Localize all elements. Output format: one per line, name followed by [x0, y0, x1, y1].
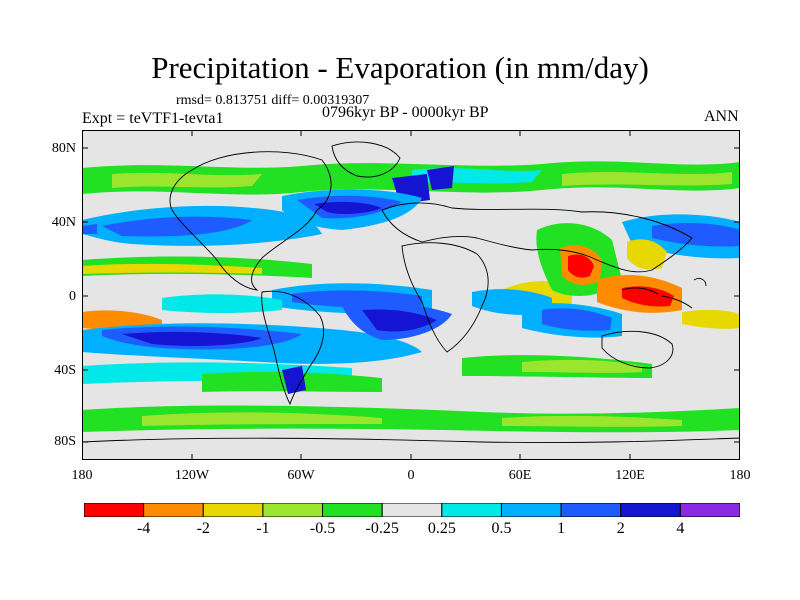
colorbar-label: -0.5: [309, 520, 336, 537]
lat-tick-label: 40N: [51, 215, 76, 230]
lon-tick-label: 120W: [174, 468, 210, 483]
lon-tick-label: 60E: [508, 468, 532, 483]
period-label: 0796kyr BP - 0000kyr BP: [322, 104, 489, 121]
colorbar-label: -4: [136, 520, 151, 537]
experiment-label: Expt = teVTF1-tevta1: [82, 110, 224, 127]
colorbar-swatch: [620, 503, 681, 517]
statistics-label: rmsd= 0.813751 diff= 0.00319307: [176, 93, 370, 108]
colorbar-label: 1: [557, 520, 566, 537]
colorbar-label: 0.25: [427, 520, 456, 537]
colorbar-swatch: [679, 503, 740, 517]
lat-tick-label: 40S: [54, 363, 76, 378]
lat-tick-label: 0: [69, 289, 76, 304]
lon-tick-label: 60W: [287, 468, 315, 483]
colorbar-label: -2: [196, 520, 210, 537]
lon-tick-label: 120E: [615, 468, 645, 483]
colorbar-label: 0.5: [491, 520, 512, 537]
lat-tick-label: 80S: [54, 434, 76, 449]
precipitation-evaporation-map: [82, 130, 740, 460]
colorbar-swatch: [84, 503, 145, 517]
lat-tick-label: 80N: [51, 141, 76, 156]
lon-tick-label: 180: [71, 468, 93, 483]
colorbar-swatch: [560, 503, 622, 517]
colorbar-swatch: [441, 503, 502, 517]
lon-tick-label: 180: [729, 468, 751, 483]
colorbar-label: 4: [676, 520, 685, 537]
colorbar-swatch: [262, 503, 324, 517]
season-label: ANN: [704, 108, 739, 125]
colorbar-swatch: [500, 503, 562, 517]
colorbar-label: 2: [616, 520, 625, 537]
colorbar-label: -0.25: [365, 520, 399, 537]
colorbar-swatch: [381, 503, 443, 517]
colorbar-swatch: [143, 503, 204, 517]
colorbar-label: -1: [256, 520, 270, 537]
colorbar: [84, 503, 740, 517]
colorbar-swatch: [322, 503, 383, 517]
chart-title: Precipitation - Evaporation (in mm/day): [151, 50, 649, 85]
coastlines: [82, 141, 740, 443]
colorbar-swatch: [202, 503, 264, 517]
lon-tick-label: 0: [407, 468, 415, 483]
